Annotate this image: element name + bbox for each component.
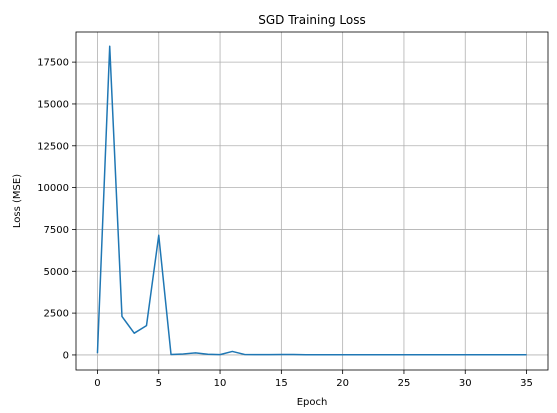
x-tick-label: 30 — [459, 378, 472, 389]
grid — [76, 32, 548, 370]
x-axis: 0 5 10 15 20 25 30 35 — [94, 370, 533, 389]
series-line — [96, 45, 527, 356]
x-tick-label: 35 — [520, 378, 533, 389]
x-tick-label: 20 — [336, 378, 349, 389]
y-tick-label: 7500 — [44, 225, 69, 236]
x-tick-label: 10 — [214, 378, 227, 389]
chart-title: SGD Training Loss — [258, 13, 365, 27]
x-tick-label: 25 — [398, 378, 411, 389]
y-tick-label: 12500 — [37, 141, 69, 152]
y-tick-label: 5000 — [44, 267, 69, 278]
y-tick-label: 2500 — [44, 309, 69, 320]
y-tick-label: 10000 — [37, 183, 69, 194]
y-tick-label: 17500 — [37, 58, 69, 69]
x-tick-label: 5 — [156, 378, 162, 389]
series-group — [96, 45, 527, 356]
y-axis: 0 2500 5000 7500 10000 12500 15000 17500 — [37, 58, 76, 361]
y-tick-label: 0 — [63, 350, 69, 361]
y-tick-label: 15000 — [37, 99, 69, 110]
x-tick-label: 15 — [275, 378, 288, 389]
axes-frame — [75, 31, 549, 371]
x-tick-label: 0 — [94, 378, 100, 389]
x-axis-label: Epoch — [297, 397, 328, 408]
y-axis-label: Loss (MSE) — [12, 174, 23, 228]
